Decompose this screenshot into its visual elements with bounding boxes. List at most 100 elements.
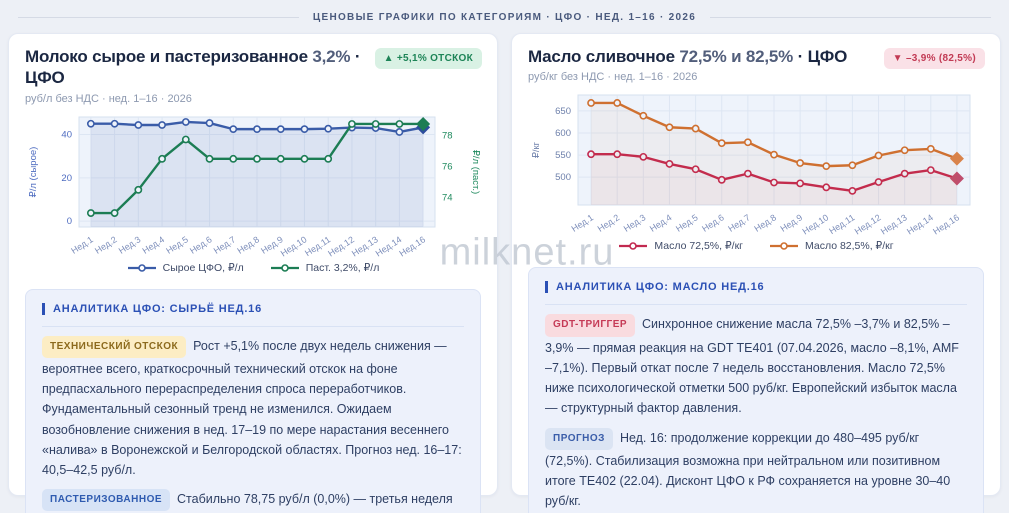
milk-card: Молоко сырое и пастеризованное 3,2% · ЦФ… [8, 33, 498, 513]
data-point-marker [324, 124, 333, 133]
data-point-marker [639, 112, 648, 120]
x-axis-tick-label: Нед.2 [596, 213, 622, 235]
data-point-marker [770, 150, 778, 159]
data-point-marker [743, 138, 752, 147]
y-axis-tick-label: 0 [67, 216, 72, 227]
y-axis-tick-label: 500 [555, 172, 571, 183]
data-point-marker [205, 154, 214, 163]
x-axis-tick-label: Нед.1 [570, 213, 596, 235]
y-axis-tick-label: 20 [61, 172, 72, 183]
legend-item: Масло 72,5%, ₽/кг [618, 240, 743, 252]
x-axis-tick-label: Нед.14 [374, 234, 404, 258]
x-axis-tick-label: Нед.7 [212, 234, 238, 256]
data-point-marker [874, 151, 883, 160]
data-point-marker [639, 153, 648, 161]
legend-label: Сырое ЦФО, ₽/л [162, 261, 244, 274]
data-point-marker [900, 169, 909, 178]
page-title: ЦЕНОВЫЕ ГРАФИКИ ПО КАТЕГОРИЯМ · ЦФО · НЕ… [312, 12, 697, 23]
data-point-marker [158, 154, 166, 163]
data-point-marker [874, 178, 883, 187]
data-point-marker [717, 176, 726, 184]
data-point-marker [86, 208, 95, 217]
data-point-marker [587, 99, 595, 108]
x-axis-tick-label: Нед.4 [648, 213, 674, 235]
analytics-paragraph: ПАСТЕРИЗОВАННОЕ Стабильно 78,75 руб/л (0,… [42, 489, 464, 513]
analytics-divider [42, 325, 464, 327]
butter-card-title: Масло сливочное 72,5% и 82,5% · ЦФО [528, 46, 984, 67]
butter-chart-legend: Масло 72,5%, ₽/кг Масло 82,5%, ₽/кг [528, 238, 984, 254]
data-point-marker [822, 183, 831, 192]
x-axis-tick-label: Нед.10 [801, 213, 831, 237]
data-point-marker [926, 145, 935, 154]
title-main: Масло сливочное [528, 47, 675, 66]
data-point-marker [205, 118, 214, 127]
data-point-marker [253, 154, 261, 163]
legend-line-marker-icon [770, 242, 798, 251]
butter-analytics-box: АНАЛИТИКА ЦФО: МАСЛО НЕД.16 GDT-ТРИГГЕР С… [528, 267, 984, 513]
data-point-marker [822, 162, 831, 171]
y-axis-title: ₽/л (сырое) [28, 146, 39, 197]
data-point-marker [848, 187, 857, 196]
y-axis-tick-label: 550 [555, 150, 571, 161]
x-axis-tick-label: Нед.4 [141, 234, 167, 256]
series-area [90, 121, 424, 227]
analytics-text: Синхронное снижение масла 72,5% –3,7% и … [545, 317, 959, 416]
butter-analytics-body: GDT-ТРИГГЕР Синхронное снижение масла 72,… [545, 314, 967, 511]
data-point-marker [134, 185, 143, 194]
x-axis-tick-label: Нед.14 [905, 213, 935, 237]
legend-label: Масло 72,5%, ₽/кг [654, 240, 743, 253]
title-main: Молоко сырое и пастеризованное [25, 47, 308, 66]
y-axis-tick-label: 600 [555, 128, 571, 139]
y-axis-tick-label: 650 [555, 106, 571, 117]
final-point-diamond [949, 171, 964, 186]
x-axis-tick-label: Нед.8 [235, 234, 261, 256]
butter-card-subtitle: руб/кг без НДС · нед. 1–16 · 2026 [528, 71, 698, 84]
milk-analytics-title: АНАЛИТИКА ЦФО: СЫРЬЁ НЕД.16 [42, 302, 464, 315]
x-axis-tick-label: Нед.5 [164, 234, 190, 256]
legend-line-marker-icon [619, 242, 648, 251]
data-point-marker [613, 150, 622, 159]
title-detail: 72,5% и 82,5% [679, 47, 794, 66]
data-point-marker [770, 178, 778, 187]
analytics-tag-badge: GDT-ТРИГГЕР [545, 314, 636, 337]
legend-label: Масло 82,5%, ₽/кг [805, 240, 894, 253]
x-axis-tick-label: Нед.12 [326, 234, 356, 258]
legend-item: Паст. 3,2%, ₽/л [270, 262, 379, 274]
data-point-marker [371, 119, 380, 128]
x-axis-tick-label: Нед.10 [279, 234, 309, 258]
legend-line-marker-icon [270, 263, 299, 272]
x-axis-tick-label: Нед.6 [188, 234, 214, 256]
x-axis-tick-label: Нед.6 [700, 213, 726, 235]
analytics-text: Стабильно 78,75 руб/л (0,0%) — третья не… [177, 492, 453, 507]
analytics-text: Рост +5,1% после двух недель снижения — … [42, 338, 462, 478]
x-axis-tick-label: Нед.9 [779, 213, 805, 235]
milk-analytics-box: АНАЛИТИКА ЦФО: СЫРЬЁ НЕД.16 ТЕХНИЧЕСКИЙ … [25, 288, 481, 513]
x-axis-tick-label: Нед.7 [726, 213, 752, 235]
data-point-marker [613, 99, 622, 108]
data-point-marker [158, 120, 166, 129]
x-axis-tick-label: Нед.16 [397, 234, 427, 258]
analytics-text: Нед. 16: продолжение коррекции до 480–49… [545, 430, 951, 509]
final-point-diamond [416, 116, 431, 131]
x-axis-tick-label: Нед.13 [350, 234, 380, 258]
data-point-marker [900, 146, 909, 155]
analytics-tag-badge: ПРОГНОЗ [545, 427, 613, 450]
y2-axis-tick-label: 78 [442, 130, 453, 141]
data-point-marker [253, 124, 261, 133]
title-detail: 3,2% [312, 47, 351, 66]
analytics-paragraph: GDT-ТРИГГЕР Синхронное снижение масла 72,… [545, 314, 967, 418]
data-point-marker [276, 124, 285, 133]
data-point-marker [276, 154, 285, 163]
data-point-marker [395, 119, 404, 128]
title-region: · ЦФО [797, 47, 848, 66]
milk-change-badge: ▲ +5,1% ОТСКОК [374, 48, 482, 69]
y2-axis-tick-label: 76 [442, 161, 453, 172]
analytics-paragraph: ПРОГНОЗ Нед. 16: продолжение коррекции до… [545, 427, 967, 512]
milk-analytics-body: ТЕХНИЧЕСКИЙ ОТСКОК Рост +5,1% после двух … [42, 335, 464, 513]
x-axis-tick-label: Нед.3 [117, 234, 143, 256]
data-point-marker [86, 119, 95, 128]
data-point-marker [395, 127, 404, 136]
data-point-marker [691, 124, 700, 133]
legend-line-marker-icon [127, 263, 156, 272]
